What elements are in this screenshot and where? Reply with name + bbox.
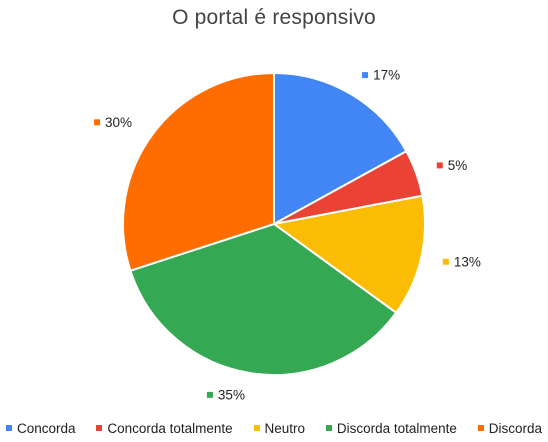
legend-item-neutro[interactable]: Neutro xyxy=(253,420,306,436)
data-label-swatch-discorda-totalmente xyxy=(206,391,213,398)
pie-slice-discorda[interactable] xyxy=(122,72,275,272)
data-label-text-concorda: 17% xyxy=(373,68,400,83)
legend-label-concorda-totalmente: Concorda totalmente xyxy=(107,420,233,436)
legend-label-neutro: Neutro xyxy=(264,420,306,436)
data-label-text-discorda-totalmente: 35% xyxy=(218,387,245,402)
legend-item-discorda[interactable]: Discorda xyxy=(477,420,542,436)
data-label-swatch-concorda xyxy=(362,72,369,79)
legend-item-discorda-totalmente[interactable]: Discorda totalmente xyxy=(325,420,457,436)
legend-swatch-concorda-totalmente xyxy=(96,425,103,431)
data-label-text-concorda-totalmente: 5% xyxy=(448,158,468,173)
data-label-neutro: 13% xyxy=(442,254,481,269)
legend-swatch-neutro xyxy=(253,425,260,431)
data-label-swatch-discorda xyxy=(94,119,101,126)
legend-swatch-discorda xyxy=(477,425,484,431)
data-label-discorda-totalmente: 35% xyxy=(206,387,245,402)
chart-legend: Concorda Concorda totalmente Neutro Disc… xyxy=(0,417,548,439)
data-label-swatch-neutro xyxy=(442,258,449,265)
legend-item-concorda[interactable]: Concorda xyxy=(6,421,76,436)
legend-label-discorda: Discorda xyxy=(488,420,542,436)
pie-slice-discorda-totalmente[interactable] xyxy=(129,223,398,376)
data-label-concorda-totalmente: 5% xyxy=(436,158,468,173)
legend-label-discorda-totalmente: Discorda totalmente xyxy=(336,420,457,436)
pie-slice-neutro[interactable] xyxy=(273,194,426,314)
data-label-swatch-concorda-totalmente xyxy=(436,162,443,169)
pie-slice-concorda[interactable] xyxy=(273,72,408,225)
data-label-text-neutro: 13% xyxy=(454,254,481,269)
chart-title: O portal é responsivo xyxy=(172,6,376,29)
data-label-text-discorda: 30% xyxy=(105,115,132,130)
legend-item-concorda-totalmente[interactable]: Concorda totalmente xyxy=(96,420,233,436)
data-label-concorda: 17% xyxy=(362,68,400,83)
legend-swatch-concorda xyxy=(6,425,12,431)
legend-label-concorda: Concorda xyxy=(17,420,76,436)
legend-swatch-discorda-totalmente xyxy=(325,425,332,431)
data-label-discorda: 30% xyxy=(94,115,132,130)
